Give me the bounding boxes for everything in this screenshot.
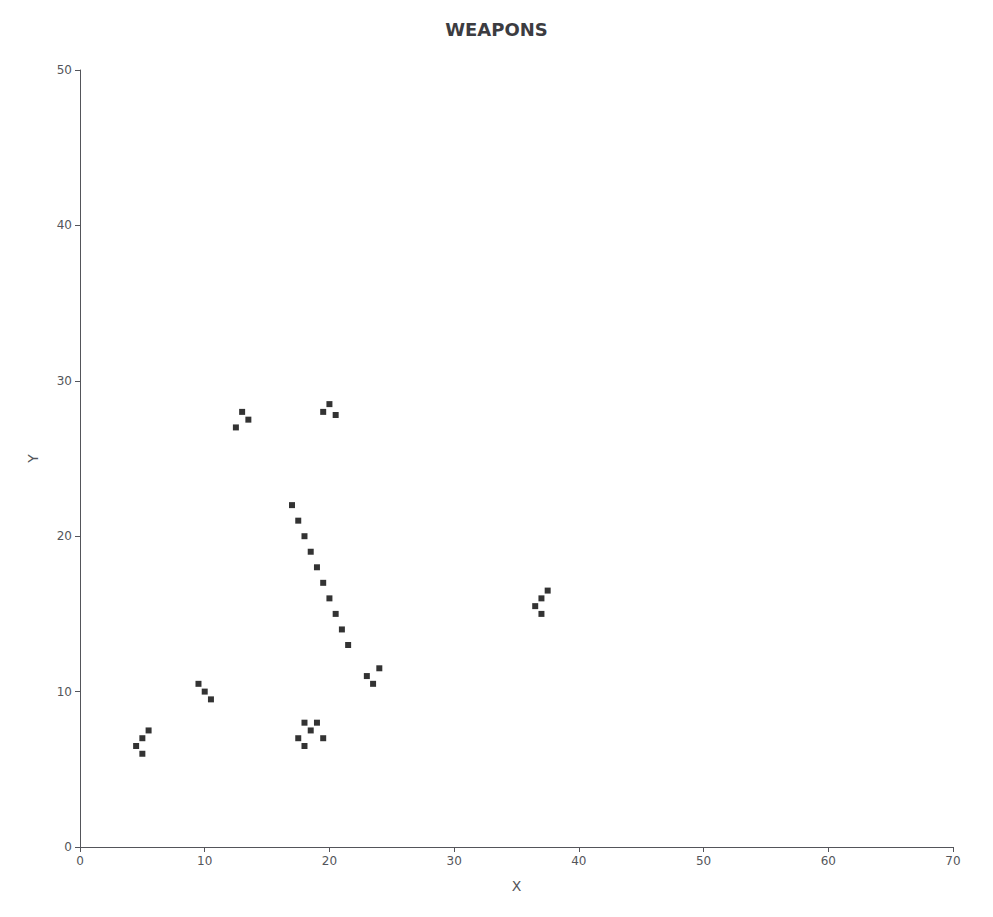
svg-text:40: 40: [57, 218, 72, 232]
svg-text:0: 0: [76, 854, 84, 868]
svg-text:Y: Y: [25, 454, 41, 464]
svg-text:50: 50: [696, 854, 711, 868]
svg-text:WEAPONS: WEAPONS: [445, 19, 548, 40]
svg-text:0: 0: [64, 840, 72, 854]
svg-text:10: 10: [197, 854, 212, 868]
svg-text:X: X: [512, 878, 522, 894]
svg-text:70: 70: [945, 854, 960, 868]
svg-text:40: 40: [571, 854, 586, 868]
svg-text:20: 20: [322, 854, 337, 868]
svg-text:50: 50: [57, 63, 72, 77]
svg-text:10: 10: [57, 685, 72, 699]
svg-text:20: 20: [57, 529, 72, 543]
svg-text:60: 60: [821, 854, 836, 868]
svg-text:30: 30: [447, 854, 462, 868]
svg-text:30: 30: [57, 374, 72, 388]
